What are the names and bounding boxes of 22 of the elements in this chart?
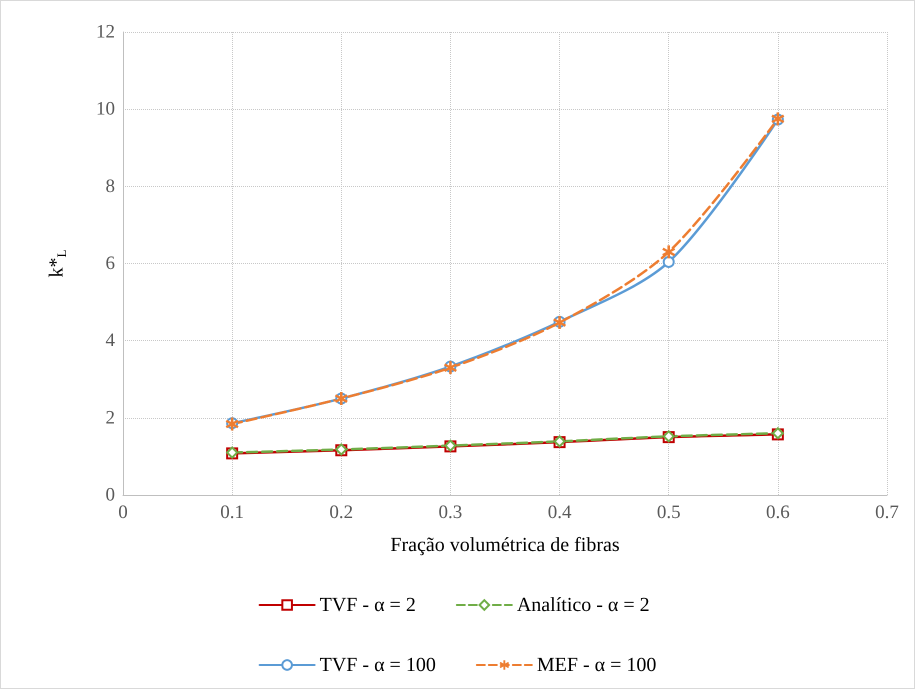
x-tick-label: 0.2	[329, 502, 354, 523]
y-tick-label: 8	[106, 176, 115, 197]
x-tick-label: 0.3	[438, 502, 462, 523]
x-tick-label: 0.4	[548, 502, 572, 523]
x-tick-label: 0.5	[656, 502, 681, 523]
legend-label: MEF - α = 100	[536, 654, 656, 676]
legend-label: Analítico - α = 2	[516, 594, 650, 616]
point	[662, 245, 676, 258]
y-tick-label: 4	[106, 330, 116, 352]
x-axis-title: Fração volumétrica de fibras	[390, 534, 620, 556]
y-tick-label: 2	[106, 407, 115, 428]
y-tick-label: 0	[106, 484, 115, 506]
legend-label: TVF - α = 100	[320, 654, 436, 676]
legend-label: TVF - α = 2	[320, 594, 416, 616]
y-tick-label: 12	[96, 22, 115, 42]
x-tick-label: 0.7	[875, 502, 899, 523]
y-tick-label: 10	[96, 98, 115, 120]
point	[662, 256, 675, 268]
y-tick-label: 6	[106, 253, 115, 274]
x-tick-label: 0.1	[220, 502, 244, 523]
y-axis-title: k*L	[46, 249, 69, 278]
x-tick-label: 0.6	[766, 502, 790, 523]
